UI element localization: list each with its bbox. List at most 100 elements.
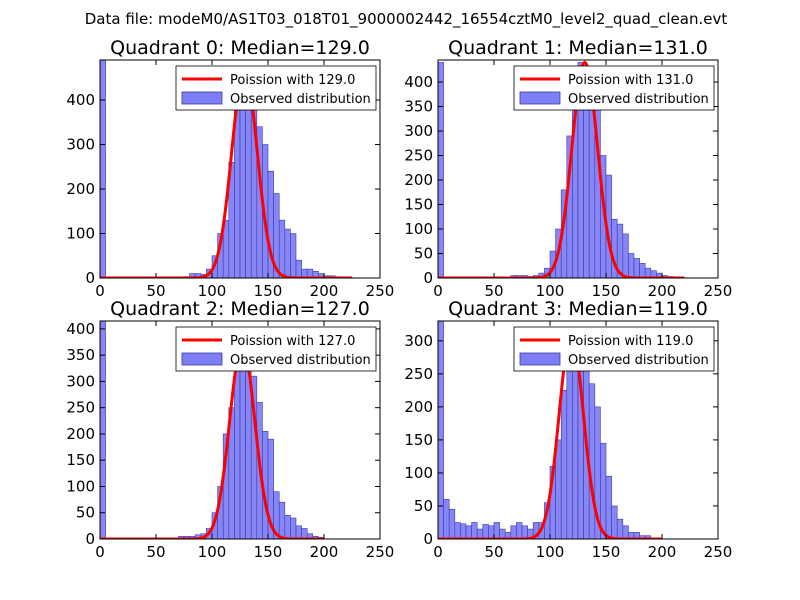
quadrant-3-bar (488, 525, 495, 539)
quadrant-0-axes-frame (99, 59, 381, 279)
quadrant-1-axes-frame (437, 59, 719, 279)
quadrant-1-ytick-label: 300 (404, 122, 433, 140)
quadrant-2-ytick-label: 150 (66, 451, 95, 469)
quadrant-1-xtick-label: 200 (648, 282, 677, 300)
legend-poisson-label: Poission with 119.0 (568, 334, 693, 349)
legend-observed-label: Observed distribution (568, 92, 709, 107)
quadrant-2-legend: Poission with 127.0 Observed distribution (175, 326, 377, 372)
quadrant-2-bar (295, 525, 302, 539)
quadrant-3-bar (510, 525, 517, 539)
quadrant-0-bar (284, 228, 291, 278)
quadrant-3-bar (443, 499, 450, 539)
quadrant-2-title: Quadrant 2: Median=127.0 (110, 298, 370, 320)
quadrant-3-bar (448, 508, 456, 539)
quadrant-3-xtick-label: 100 (536, 543, 565, 561)
legend-bar-swatch (519, 352, 561, 366)
quadrant-3-legend: Poission with 119.0 Observed distribution (513, 326, 715, 372)
quadrant-0-xtick-label: 250 (366, 282, 395, 300)
quadrant-2-ytick-label: 0 (85, 530, 95, 548)
quadrant-2-bar (290, 517, 297, 539)
quadrant-1-bar (633, 258, 640, 278)
quadrant-1-ytick-label: 350 (404, 98, 433, 116)
quadrant-0-ytick-label: 400 (66, 91, 95, 109)
quadrant-3-bar (622, 525, 629, 539)
quadrant-3-ytick-label: 200 (404, 398, 433, 416)
quadrant-2-xtick-label: 200 (310, 543, 339, 561)
quadrant-3-bar (588, 383, 596, 539)
quadrant-3-bar (471, 522, 478, 539)
quadrant-2-bar (284, 515, 291, 539)
legend-observed-label: Observed distribution (568, 353, 709, 368)
quadrant-3-title: Quadrant 3: Median=119.0 (448, 298, 708, 320)
quadrant-2-xtick-label: 250 (366, 543, 395, 561)
quadrant-3-bar (600, 442, 607, 539)
quadrant-0-ytick-label: 0 (85, 269, 95, 287)
quadrant-1-xtick-label: 50 (484, 282, 503, 300)
quadrant-0-panel: Quadrant 0: Median=129.0 0 50 100 150 200 250 0… (66, 37, 394, 300)
quadrant-0-poisson-line (100, 67, 352, 278)
quadrant-2-ytick-label: 300 (66, 372, 95, 390)
quadrant-2-ytick-label: 200 (66, 425, 95, 443)
quadrant-3-axes-frame (437, 320, 719, 540)
quadrant-2-axes-frame (99, 320, 381, 540)
quadrant-1-bar (438, 62, 444, 278)
quadrant-1-xtick-label: 100 (536, 282, 565, 300)
quadrant-2-ytick-label: 250 (66, 399, 95, 417)
quadrant-0-bar (245, 81, 252, 278)
figure-suptitle: Data file: modeM0/AS1T03_018T01_90000024… (85, 10, 728, 29)
legend-bar-swatch (181, 91, 223, 105)
quadrant-2-bar (234, 360, 241, 539)
quadrant-2-ytick-label: 350 (66, 346, 95, 364)
quadrant-2-ytick-label: 100 (66, 477, 95, 495)
quadrant-2-ytick-label: 50 (76, 504, 95, 522)
quadrant-0-bar (234, 108, 241, 278)
quadrant-3-bar (493, 522, 500, 539)
quadrant-0-bar (290, 233, 297, 278)
quadrant-1-panel: Quadrant 1: Median=131.0 0 50 100 150 200 250 0… (404, 37, 732, 300)
quadrant-1-ytick-label: 50 (414, 245, 433, 263)
quadrant-2-bar (100, 321, 106, 539)
quadrant-2-ytick-label: 400 (66, 320, 95, 338)
quadrant-3-bar (438, 321, 444, 539)
quadrant-1-title: Quadrant 1: Median=131.0 (448, 37, 708, 59)
quadrant-3-xtick-label: 0 (433, 543, 443, 561)
quadrant-3-bar (454, 522, 461, 539)
quadrant-0-bar (295, 259, 302, 278)
legend-observed-label: Observed distribution (230, 353, 371, 368)
quadrant-3-xtick-label: 150 (592, 543, 621, 561)
quadrant-1-xtick-label: 250 (704, 282, 733, 300)
legend-poisson-label: Poission with 131.0 (568, 73, 693, 88)
quadrant-0-xtick-label: 200 (310, 282, 339, 300)
quadrant-2-bar (239, 344, 246, 539)
quadrant-0-bar (100, 60, 106, 278)
legend-poisson-label: Poission with 127.0 (230, 334, 355, 349)
quadrant-3-bar (616, 518, 624, 539)
quadrant-0-bar (278, 219, 286, 278)
quadrant-3-bar (460, 523, 467, 539)
quadrant-0-ytick-label: 200 (66, 180, 95, 198)
quadrant-1-ytick-label: 200 (404, 171, 433, 189)
quadrant-0-xtick-label: 100 (198, 282, 227, 300)
quadrant-0-xtick-label: 0 (95, 282, 105, 300)
quadrant-2-bar (301, 528, 308, 539)
quadrant-1-bar (628, 253, 635, 278)
quadrant-3-ytick-label: 50 (414, 497, 433, 515)
quadrant-1-ytick-label: 150 (404, 196, 433, 214)
quadrant-0-ytick-label: 300 (66, 136, 95, 154)
quadrant-0-xtick-label: 50 (146, 282, 165, 300)
quadrant-2-bar (267, 438, 274, 539)
quadrant-3-ytick-label: 150 (404, 431, 433, 449)
quadrant-0-xtick-label: 150 (254, 282, 283, 300)
quadrant-2-xtick-label: 150 (254, 543, 283, 561)
legend-observed-label: Observed distribution (230, 92, 371, 107)
quadrant-3-xtick-label: 50 (484, 543, 503, 561)
quadrant-3-panel: Quadrant 3: Median=119.0 0 50 100 150 200 250 0… (404, 298, 732, 561)
quadrant-1-legend: Poission with 131.0 Observed distribution (513, 65, 715, 111)
quadrant-0-title: Quadrant 0: Median=129.0 (110, 37, 370, 59)
quadrant-2-panel: Quadrant 2: Median=127.0 0 50 100 150 200 250 0… (66, 298, 394, 561)
quadrant-1-bar (622, 233, 629, 278)
quadrant-3-ytick-label: 250 (404, 365, 433, 383)
quadrant-1-bar (639, 263, 646, 278)
quadrant-1-ytick-label: 250 (404, 147, 433, 165)
quadrant-3-bar (516, 522, 523, 539)
